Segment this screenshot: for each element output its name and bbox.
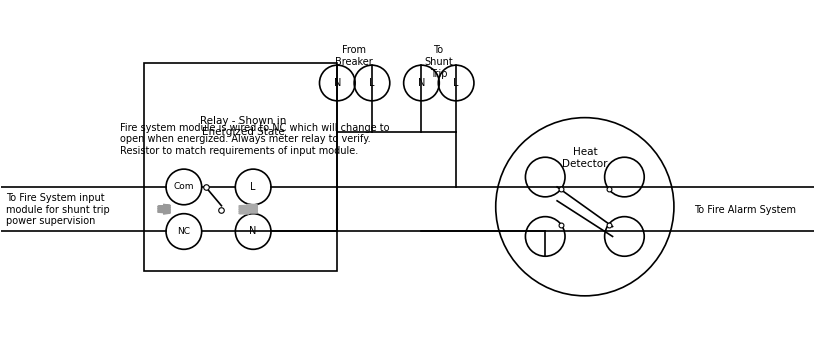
- Text: N: N: [333, 78, 341, 88]
- Text: From
Breaker: From Breaker: [335, 45, 373, 67]
- Text: NC: NC: [177, 227, 190, 236]
- Text: N: N: [418, 78, 425, 88]
- Text: To Fire Alarm System: To Fire Alarm System: [694, 205, 796, 215]
- Text: To
Shunt
Trip: To Shunt Trip: [424, 45, 452, 79]
- Text: To Fire System input
module for shunt trip
power supervision: To Fire System input module for shunt tr…: [6, 193, 109, 226]
- Text: L: L: [369, 78, 374, 88]
- Text: L: L: [250, 182, 256, 192]
- Text: Fire system module is wired to NC which will change to
open when energized. Alwa: Fire system module is wired to NC which …: [120, 123, 389, 156]
- Bar: [144, 63, 337, 271]
- Text: Relay - Shown in
Energized State: Relay - Shown in Energized State: [200, 116, 287, 138]
- Text: N: N: [250, 227, 257, 236]
- Text: L: L: [453, 78, 459, 88]
- Text: Com: Com: [173, 182, 194, 191]
- Text: Heat
Detector: Heat Detector: [562, 147, 608, 169]
